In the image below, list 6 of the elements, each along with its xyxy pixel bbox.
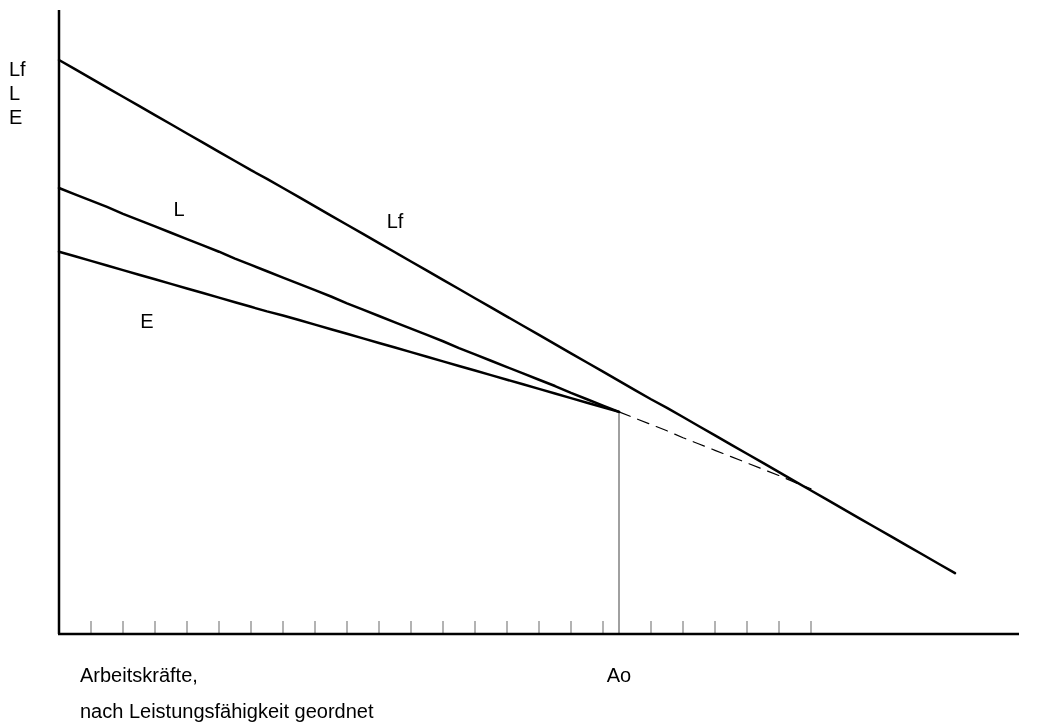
series-label: E (140, 309, 154, 332)
series-label: L (173, 198, 185, 221)
y-axis-title: Lf L E (9, 58, 27, 128)
series-label: Lf (386, 209, 404, 232)
x-axis-title: Arbeitskräfte, nach Leistungsfähigkeit geordnet (80, 664, 374, 722)
text: Ao (606, 664, 632, 686)
